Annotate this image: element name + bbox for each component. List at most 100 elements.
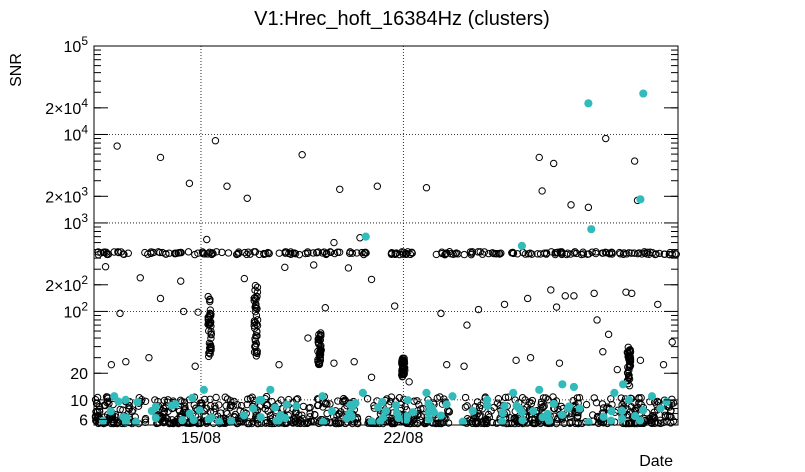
cluster-point (570, 292, 578, 300)
cyan-cluster-point (517, 241, 526, 251)
cyan-cluster-point (543, 409, 552, 419)
cluster-point (323, 400, 331, 408)
cluster-point (616, 250, 624, 258)
cluster-point (240, 274, 249, 283)
cluster-point (408, 248, 416, 256)
cyan-cluster-point (617, 406, 627, 415)
cluster-point (526, 353, 535, 362)
cluster-point (244, 248, 252, 256)
cyan-cluster-point (374, 403, 383, 412)
cyan-cluster-point (610, 388, 619, 397)
cluster-point (206, 306, 215, 314)
cluster-point (235, 248, 243, 256)
cyan-cluster-point (575, 404, 584, 413)
cluster-point (125, 405, 133, 413)
cluster-point (659, 360, 668, 369)
y-tick-label: 2×103 (45, 184, 88, 206)
cluster-point (177, 248, 185, 257)
cluster-point (111, 412, 119, 421)
cluster-point (156, 294, 165, 303)
cluster-point (549, 159, 558, 168)
cluster-point (191, 362, 199, 370)
cluster-point (211, 137, 220, 145)
cyan-cluster-point (185, 409, 194, 418)
cluster-point (474, 305, 483, 314)
cyan-cluster-point (564, 402, 574, 411)
data-points (98, 89, 676, 427)
cluster-point (592, 248, 600, 256)
cluster-point (584, 203, 593, 212)
cluster-point (350, 358, 358, 366)
cluster-point (566, 250, 575, 258)
cluster-point (665, 250, 674, 259)
cyan-cluster-point (110, 392, 119, 401)
cluster-point (196, 419, 204, 428)
cyan-cluster-point (569, 382, 579, 392)
cluster-point (554, 248, 562, 257)
cyan-cluster-point (378, 397, 387, 407)
cyan-cluster-point (131, 417, 141, 427)
cluster-point (252, 339, 261, 348)
x-axis-label: Date (639, 453, 673, 470)
cluster-point (101, 263, 110, 271)
cluster-point (200, 250, 209, 258)
cluster-point (625, 361, 634, 369)
cluster-point (461, 393, 470, 402)
cyan-cluster-point (270, 403, 280, 412)
cluster-point (203, 250, 211, 258)
cyan-cluster-point (647, 392, 657, 401)
cyan-cluster-point (189, 415, 198, 425)
cluster-point (536, 250, 545, 258)
cyan-cluster-point (402, 412, 412, 421)
cluster-point (158, 248, 167, 257)
cluster-point (277, 396, 285, 404)
cluster-point (252, 348, 260, 356)
dense-cluster-band (91, 248, 680, 428)
cluster-point (544, 396, 552, 404)
cyan-cluster-point (448, 392, 457, 401)
cluster-point (605, 250, 614, 258)
cluster-point (287, 248, 295, 256)
y-axis-label: SNR (8, 53, 25, 87)
cluster-point (260, 250, 268, 258)
cluster-point (208, 249, 216, 257)
cluster-point (661, 411, 669, 419)
cluster-point (542, 394, 550, 402)
cluster-point (204, 292, 212, 301)
cluster-point (243, 400, 251, 409)
cluster-point (326, 400, 334, 408)
cluster-point (147, 248, 155, 256)
cyan-cluster-point (662, 397, 671, 406)
cluster-point (540, 402, 548, 410)
cluster-point (253, 288, 262, 296)
cluster-point (185, 179, 194, 188)
cluster-point (310, 261, 318, 269)
cluster-point (248, 393, 256, 401)
plot-frame (93, 45, 679, 426)
cluster-point (203, 235, 211, 244)
cluster-point (116, 309, 124, 318)
cluster-point (500, 300, 509, 309)
cyan-cluster-point (422, 388, 431, 397)
cluster-point (209, 249, 217, 258)
cluster-point (604, 330, 613, 339)
cluster-point (624, 369, 632, 378)
cluster-point (630, 249, 639, 257)
cluster-point (124, 249, 132, 257)
cyan-cluster-point (98, 416, 107, 425)
cluster-point (290, 249, 299, 257)
cluster-point (560, 419, 568, 428)
cyan-cluster-point (656, 404, 665, 413)
cluster-point (645, 250, 653, 259)
cluster-point (171, 249, 180, 258)
cluster-point (504, 393, 513, 401)
cluster-point (321, 304, 329, 312)
cluster-point (625, 347, 634, 355)
cluster-point (513, 250, 522, 258)
cluster-point (588, 248, 596, 256)
cluster-point (211, 404, 219, 413)
cluster-point (654, 300, 662, 309)
cluster-point (460, 362, 468, 370)
cluster-point (602, 249, 611, 257)
cluster-point (415, 400, 423, 409)
